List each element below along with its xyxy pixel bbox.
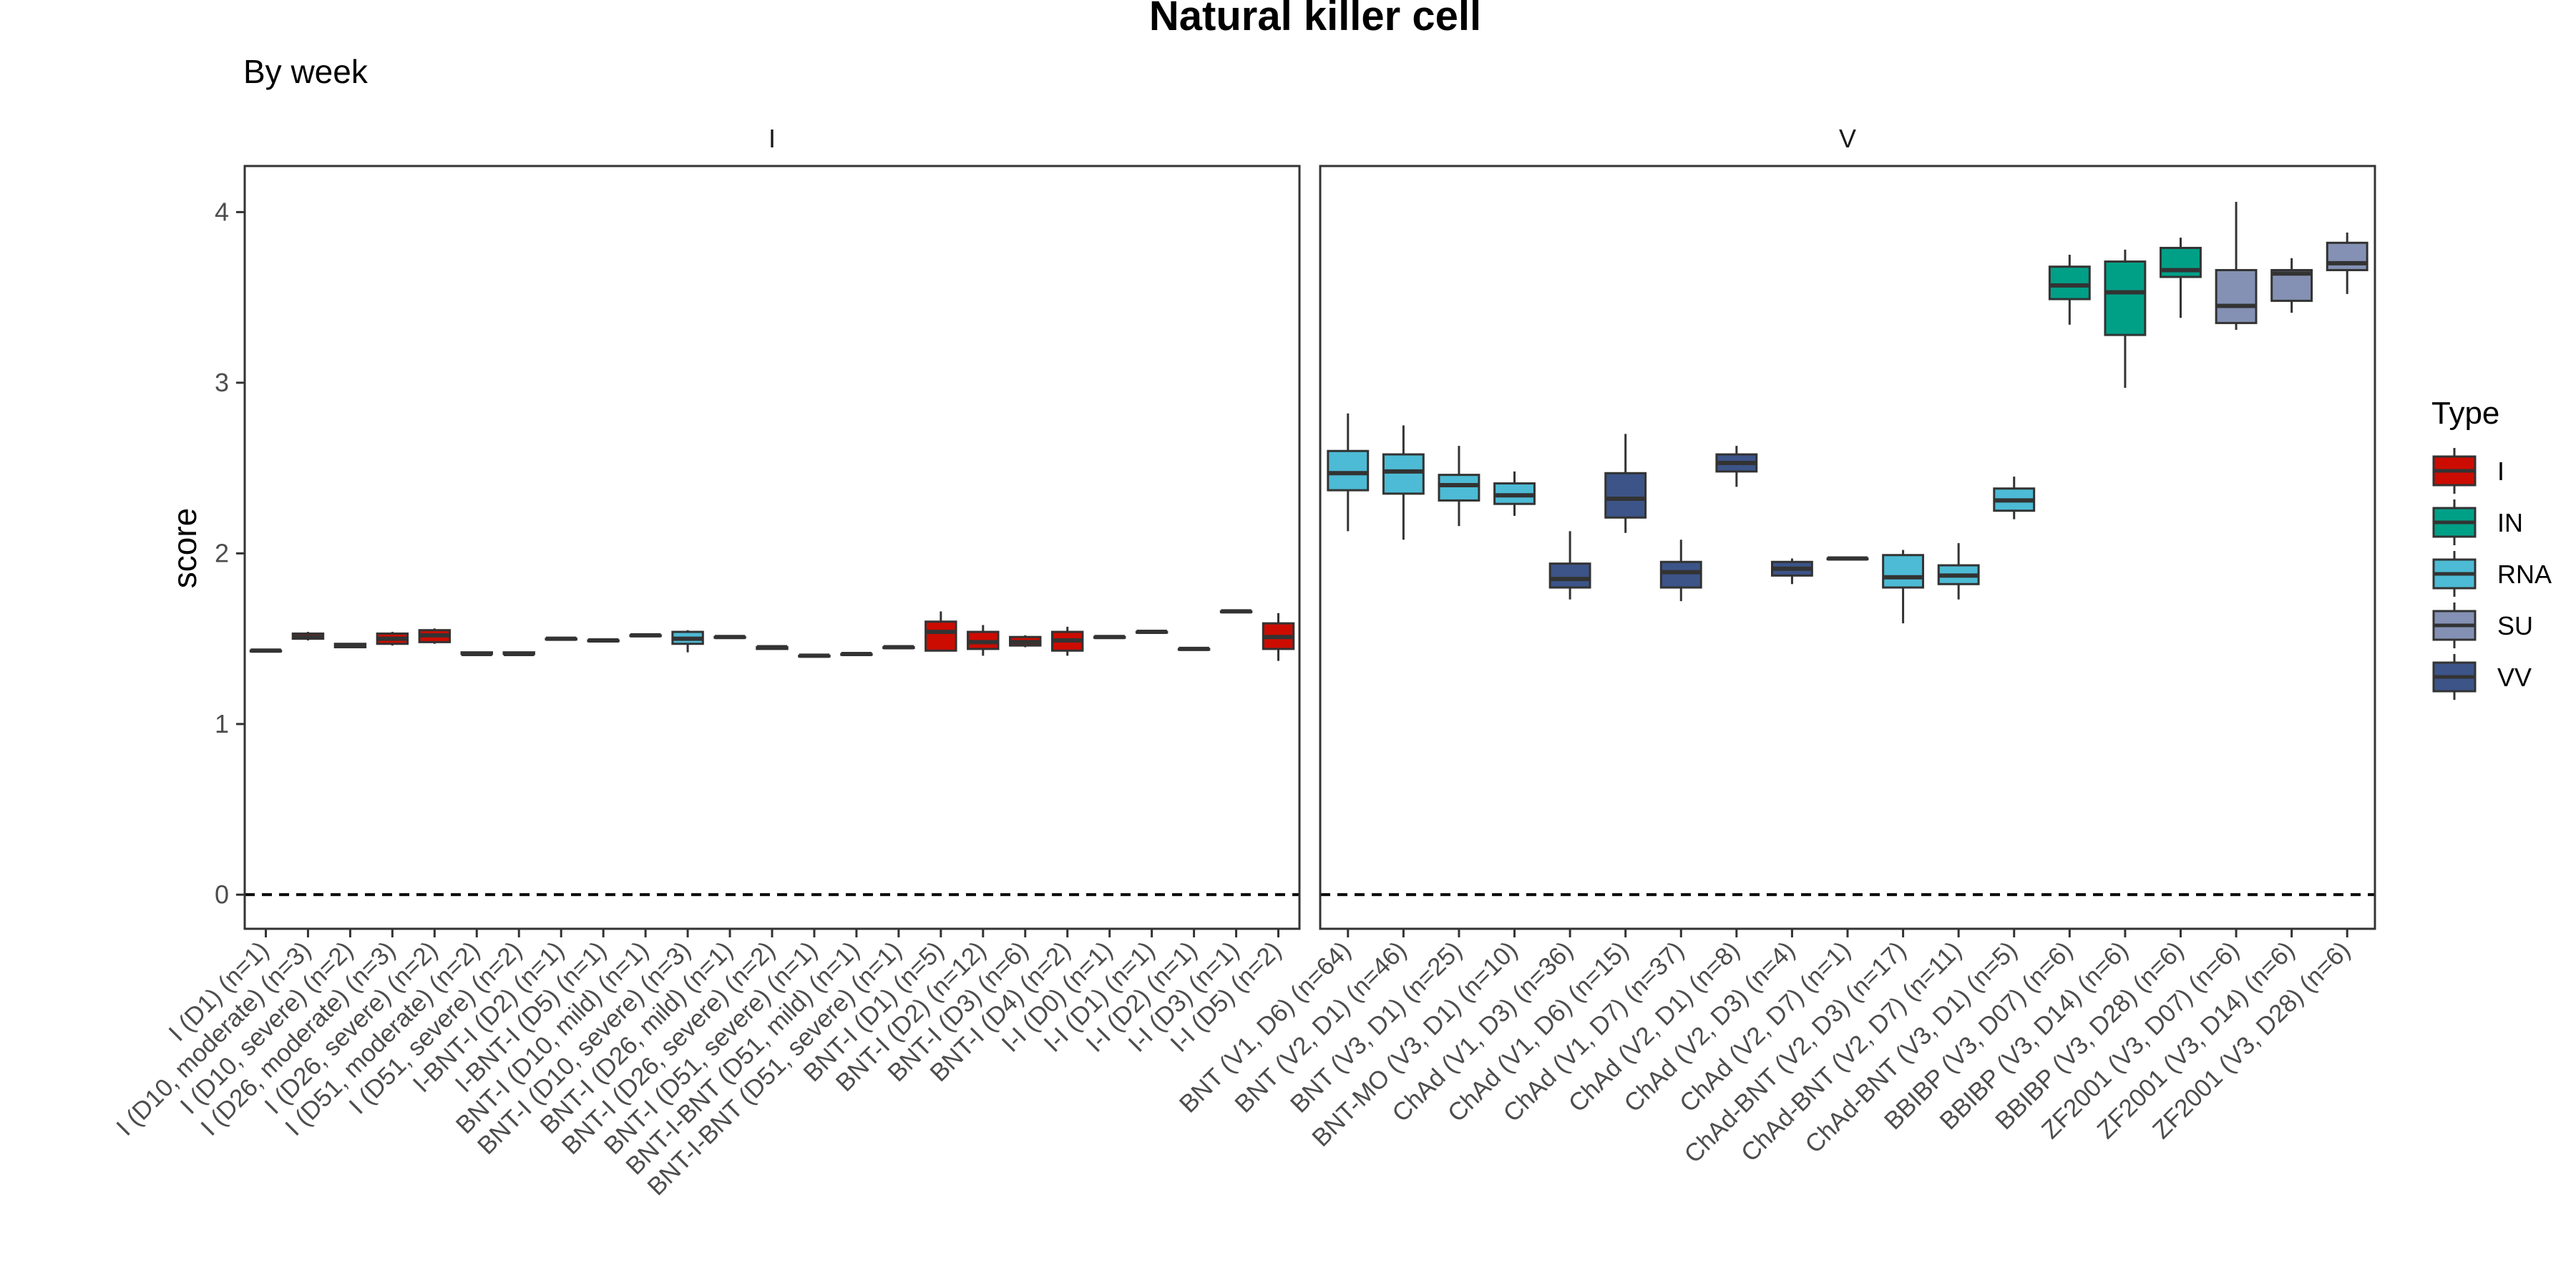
boxplot: [2104, 249, 2147, 389]
boxplot: [1382, 425, 1425, 540]
boxplot: [629, 633, 662, 638]
boxplot: [1093, 635, 1126, 640]
legend-label: IN: [2497, 508, 2523, 537]
boxplot: [291, 632, 325, 640]
boxplot: [1548, 531, 1591, 600]
legend-label: RNA: [2497, 560, 2552, 589]
legend-entry-in: IN: [2432, 499, 2523, 545]
facet-strip-label: I: [769, 124, 776, 153]
legend-label: SU: [2497, 611, 2533, 640]
boxplot: [756, 645, 789, 650]
box-su: [2326, 241, 2368, 271]
boxplot: [418, 628, 452, 644]
panel-background: [1320, 166, 2375, 929]
y-tick-label: 4: [215, 197, 229, 226]
legend-entry-su: SU: [2432, 602, 2533, 648]
boxplot: [333, 643, 367, 649]
boxplot: [1050, 626, 1084, 656]
box-in: [2104, 260, 2147, 336]
boxplot: [713, 635, 746, 640]
boxplot: [671, 630, 704, 653]
boxplot: [1715, 446, 1758, 487]
box-rna: [1382, 453, 1425, 495]
boxplot: [249, 648, 283, 653]
chart-subtitle: By week: [243, 53, 369, 90]
boxplot: [376, 632, 409, 646]
boxplot: [2326, 233, 2368, 294]
legend-entry-i: I: [2432, 448, 2504, 494]
facet-strip-label: V: [1839, 124, 1856, 153]
box-rna: [1327, 449, 1370, 492]
legend-label: I: [2497, 457, 2504, 486]
legend: Type I IN RNA SU VV: [2431, 396, 2552, 700]
boxplot: [1770, 558, 1813, 585]
boxplot: [1493, 471, 1536, 516]
boxplot: [1604, 434, 1647, 533]
boxplot: [502, 651, 535, 657]
y-tick-label: 1: [215, 709, 229, 738]
boxplot: [2270, 258, 2313, 313]
boxplot: [924, 611, 957, 652]
box-su: [2215, 268, 2258, 324]
y-axis-title: score: [166, 508, 203, 588]
boxplot: [840, 652, 873, 657]
y-tick-label: 3: [215, 368, 229, 397]
boxplot: [1937, 543, 1980, 600]
legend-label: VV: [2497, 663, 2532, 692]
box-rna: [1438, 474, 1480, 502]
facet-panels: II (D1) (n=1)I (D10, moderate) (n=3)I (D…: [111, 124, 2376, 1201]
y-tick-label: 0: [215, 879, 229, 909]
boxplot: [545, 636, 577, 641]
boxplot: [1882, 550, 1925, 624]
box-i: [924, 620, 957, 652]
boxplot: [1219, 609, 1253, 614]
boxplot: [1327, 413, 1370, 532]
legend-entry-rna: RNA: [2432, 551, 2552, 597]
legend-title: Type: [2431, 396, 2499, 431]
box-rna: [1882, 554, 1925, 589]
boxplot: [1659, 540, 1702, 602]
boxplot: [1177, 646, 1211, 651]
chart-title: Natural killer cell: [1149, 0, 1481, 39]
boxplot: [1438, 446, 1480, 527]
y-tick-label: 2: [215, 538, 229, 567]
boxplot: [1009, 635, 1042, 648]
boxplot: [798, 653, 831, 658]
boxplot: [967, 625, 1000, 656]
boxplot: [2048, 255, 2091, 325]
box-vv: [1659, 560, 1702, 589]
boxplot: [587, 638, 620, 643]
boxplot: [1993, 477, 2036, 519]
legend-entry-vv: VV: [2432, 654, 2532, 700]
boxplot: [1135, 630, 1169, 635]
box-vv: [1604, 472, 1647, 519]
panel-background: [245, 166, 1299, 929]
boxplot: [1826, 556, 1869, 561]
boxplot: [1262, 613, 1295, 661]
boxplot: [2160, 238, 2202, 318]
boxplot: [2215, 202, 2258, 330]
boxplot: [460, 651, 494, 657]
box-in: [2160, 246, 2202, 278]
facet-panel-i: II (D1) (n=1)I (D10, moderate) (n=3)I (D…: [111, 124, 1301, 1201]
panel-border: [1319, 165, 2376, 930]
panel-border: [243, 165, 1301, 930]
box-vv: [1548, 562, 1591, 589]
box-in: [2048, 265, 2091, 301]
legend-keys: I IN RNA SU VV: [2432, 448, 2552, 700]
